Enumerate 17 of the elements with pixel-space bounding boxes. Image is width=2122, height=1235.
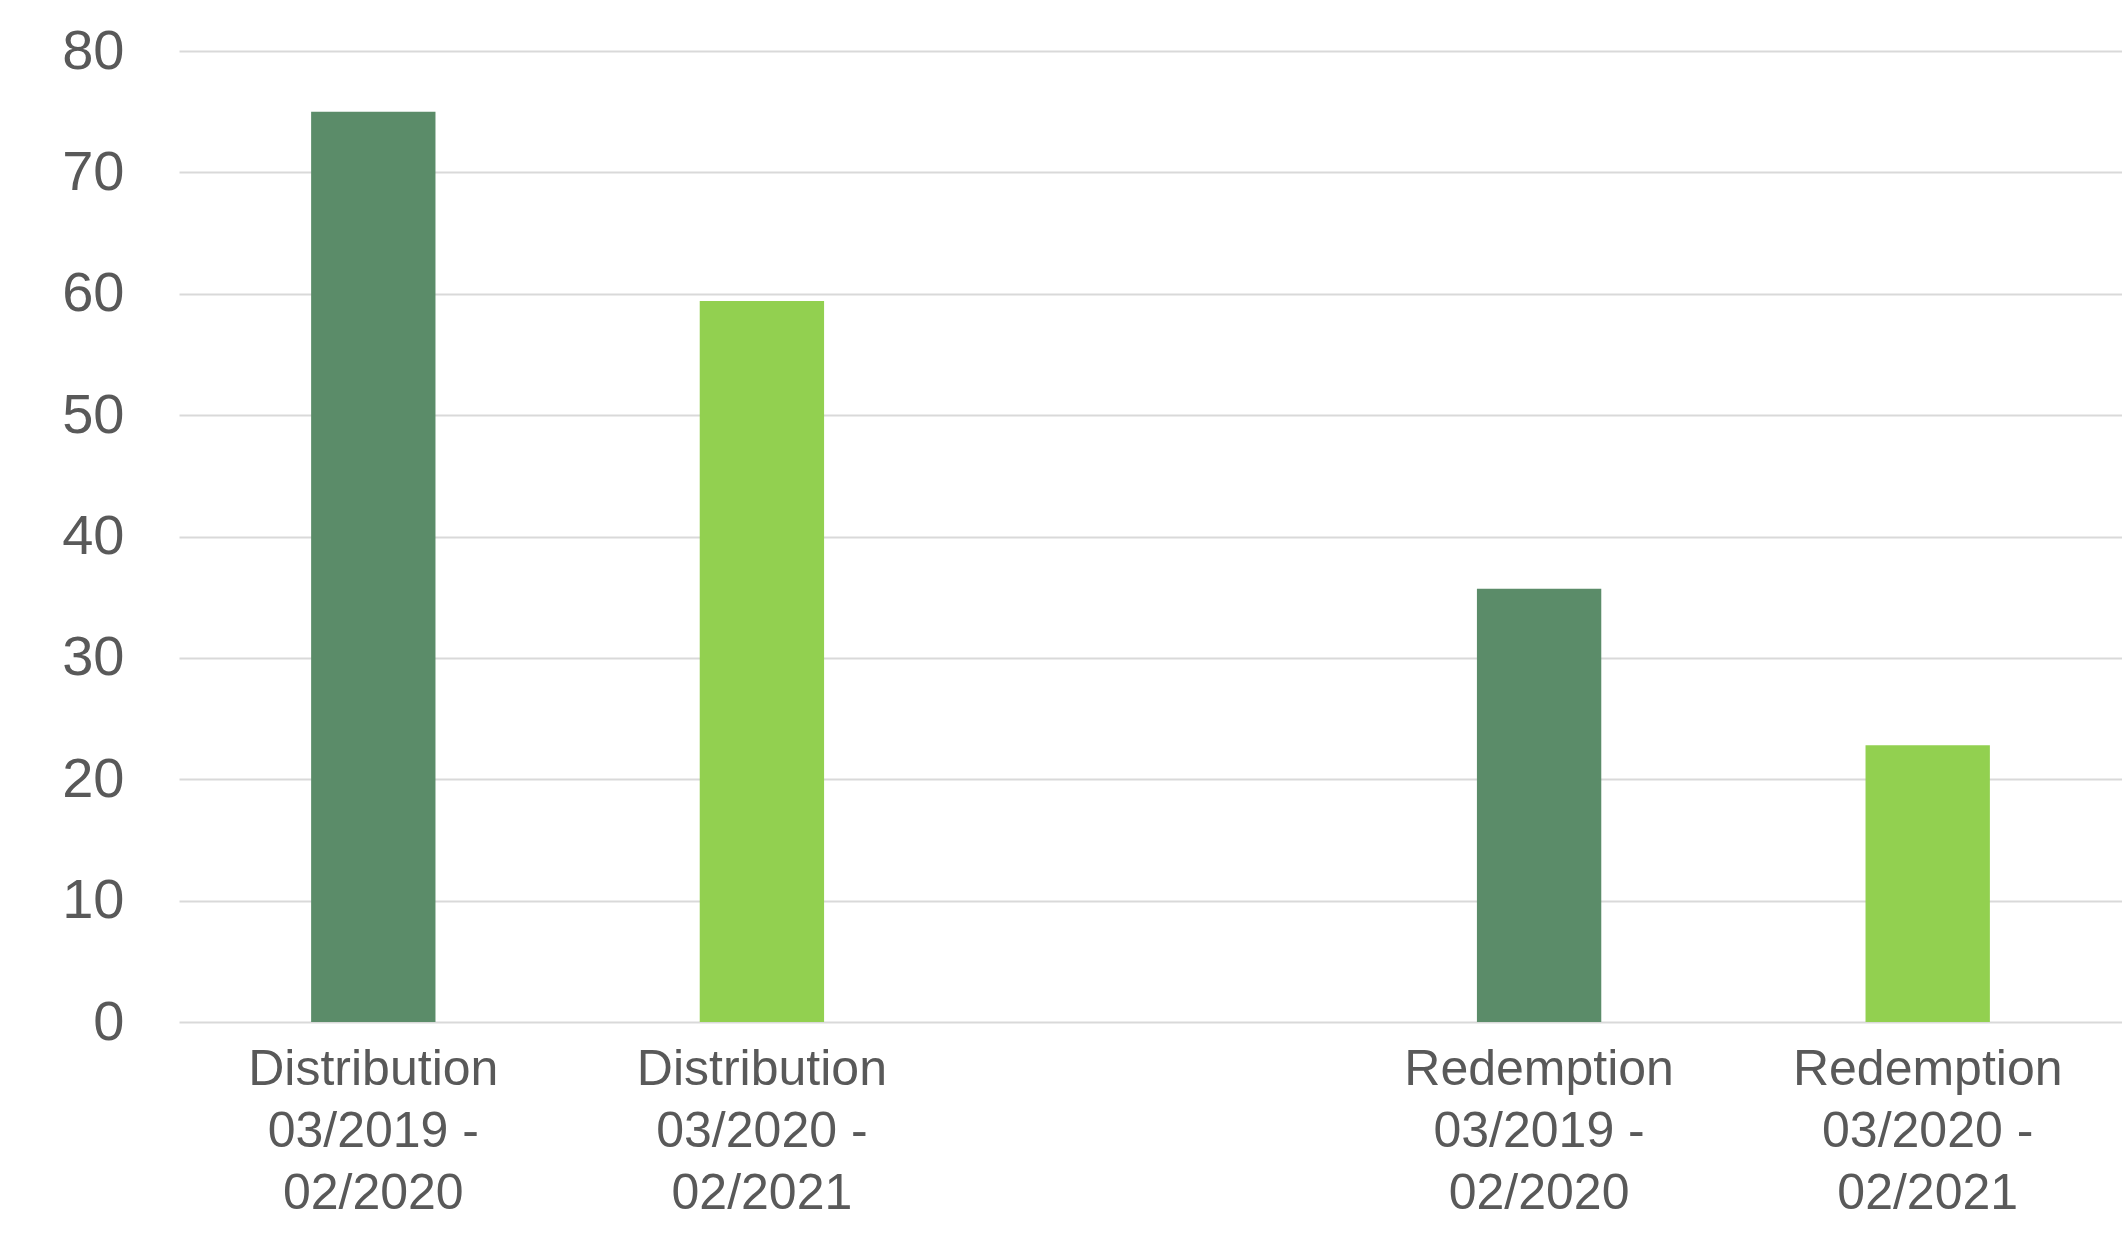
y-tick-label: 30: [62, 624, 125, 688]
bar: [699, 301, 825, 1022]
bar: [1865, 745, 1990, 1022]
x-tick-label: Distribution 03/2019 - 02/2020: [248, 1039, 499, 1220]
y-tick-label: 60: [62, 260, 125, 324]
y-tick-label: 80: [62, 17, 125, 81]
y-tick-label: 50: [62, 381, 125, 445]
x-tick-label: Distribution 03/2020 - 02/2021: [636, 1039, 887, 1220]
x-tick-label: Redemption 03/2020 - 02/2021: [1792, 1039, 2063, 1220]
bar: [311, 111, 436, 1022]
y-tick-label: 0: [93, 988, 125, 1052]
y-tick-label: 70: [62, 138, 125, 202]
y-tick-label: 10: [62, 867, 125, 931]
bar: [1476, 588, 1602, 1022]
y-tick-label: 20: [62, 745, 125, 809]
y-tick-label: 40: [62, 503, 125, 566]
x-tick-label: Redemption 03/2019 - 02/2020: [1404, 1039, 1674, 1220]
